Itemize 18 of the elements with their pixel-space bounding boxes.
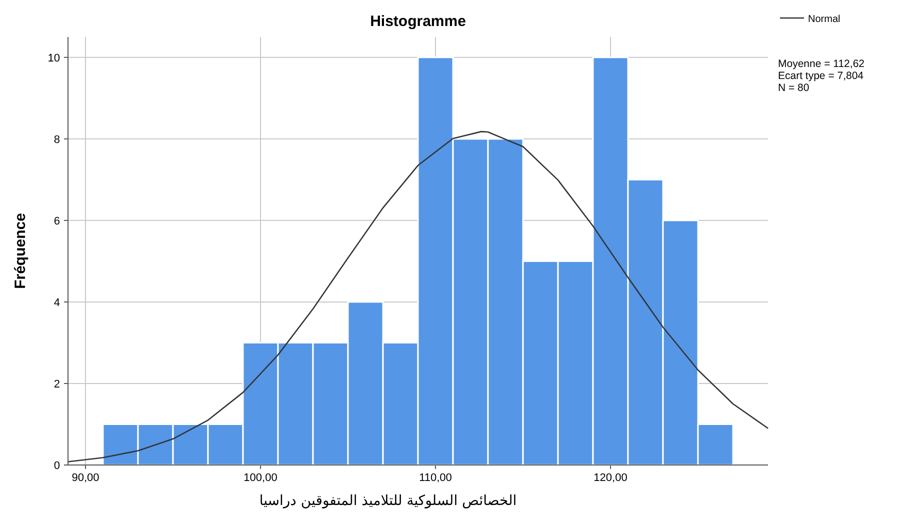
y-tick-label: 0	[54, 460, 60, 472]
x-tick-label: 120,00	[594, 472, 628, 484]
chart-title: Histogramme	[370, 13, 466, 30]
y-tick-label: 4	[54, 296, 60, 309]
y-tick-label: 10	[48, 52, 60, 64]
x-tick-label: 90,00	[72, 472, 100, 484]
y-tick-label: 2	[54, 378, 60, 390]
y-tick-label: 8	[54, 134, 60, 146]
x-tick-label: 110,00	[419, 472, 452, 484]
line-series	[67, 130, 769, 462]
y-axis-title: Fréquence	[12, 213, 29, 289]
x-axis-title: الخصائص السلوكية للتلاميذ المتفوقين دراسيا	[259, 493, 517, 509]
y-tick-label: 6	[54, 215, 60, 228]
legend-label: Normal	[808, 14, 840, 25]
x-tick-label: 100,00	[244, 472, 278, 484]
text: Ecart type = 7,804	[778, 70, 864, 82]
text: N = 80	[778, 82, 810, 94]
text: Moyenne = 112,62	[778, 58, 865, 70]
